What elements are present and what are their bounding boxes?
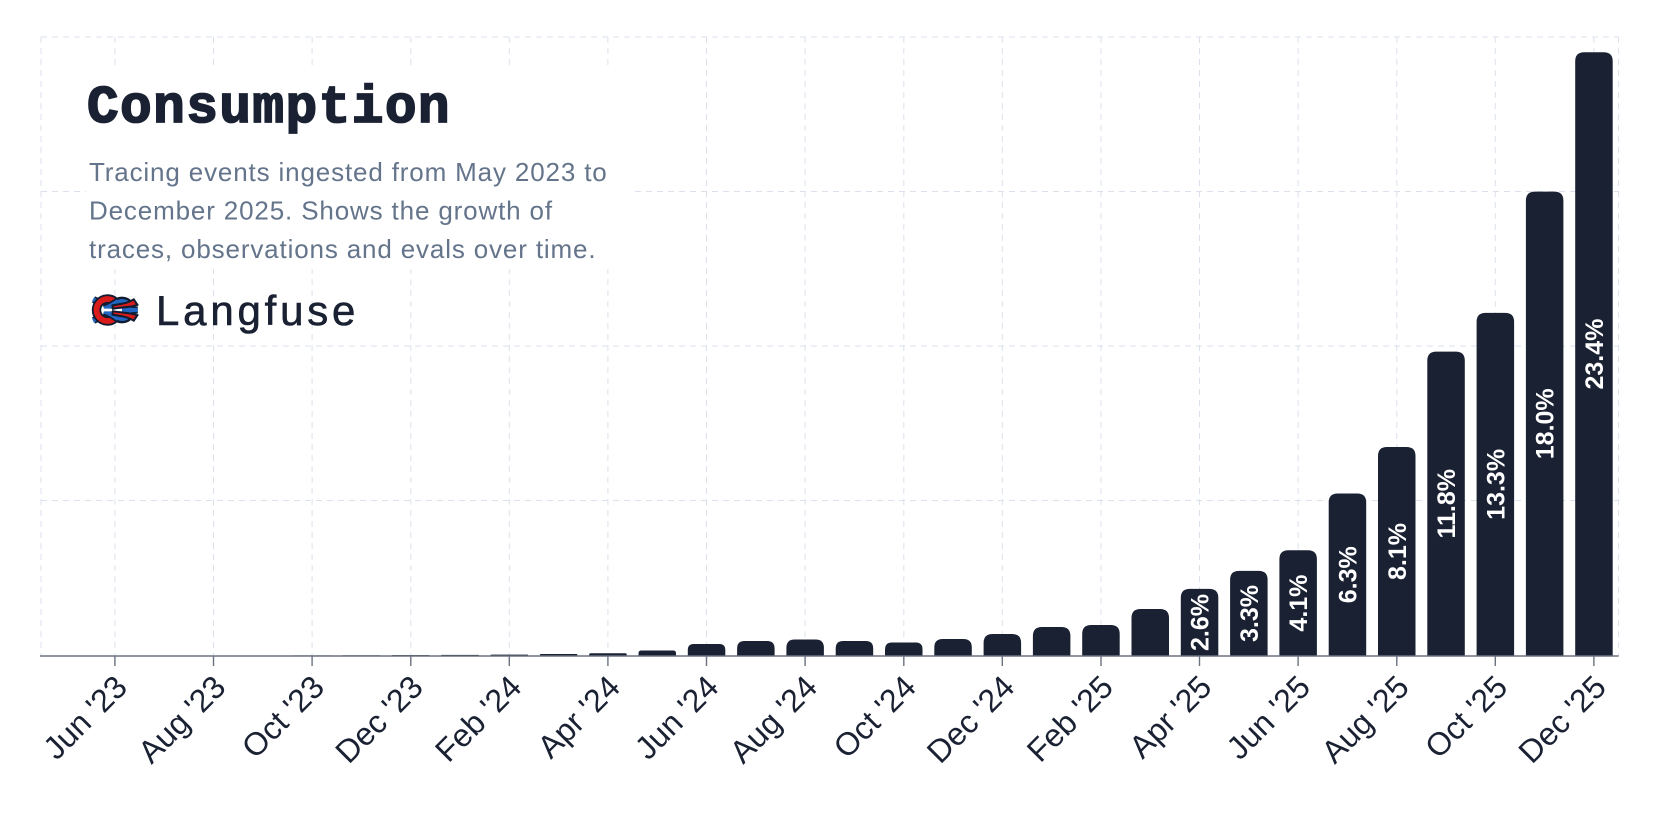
svg-text:Langfuse: Langfuse — [156, 287, 359, 334]
svg-text:Tracing events ingested from M: Tracing events ingested from May 2023 to… — [89, 157, 608, 264]
svg-text:4.1%: 4.1% — [1285, 575, 1313, 632]
svg-text:23.4%: 23.4% — [1581, 319, 1609, 390]
svg-text:Consumption: Consumption — [87, 78, 451, 138]
svg-text:11.8%: 11.8% — [1433, 469, 1461, 539]
svg-text:3.3%: 3.3% — [1236, 585, 1264, 642]
svg-text:18.0%: 18.0% — [1532, 388, 1560, 459]
svg-text:6.3%: 6.3% — [1334, 546, 1362, 603]
svg-text:8.1%: 8.1% — [1384, 523, 1412, 580]
svg-text:2.6%: 2.6% — [1187, 594, 1215, 651]
svg-text:13.3%: 13.3% — [1482, 449, 1510, 520]
